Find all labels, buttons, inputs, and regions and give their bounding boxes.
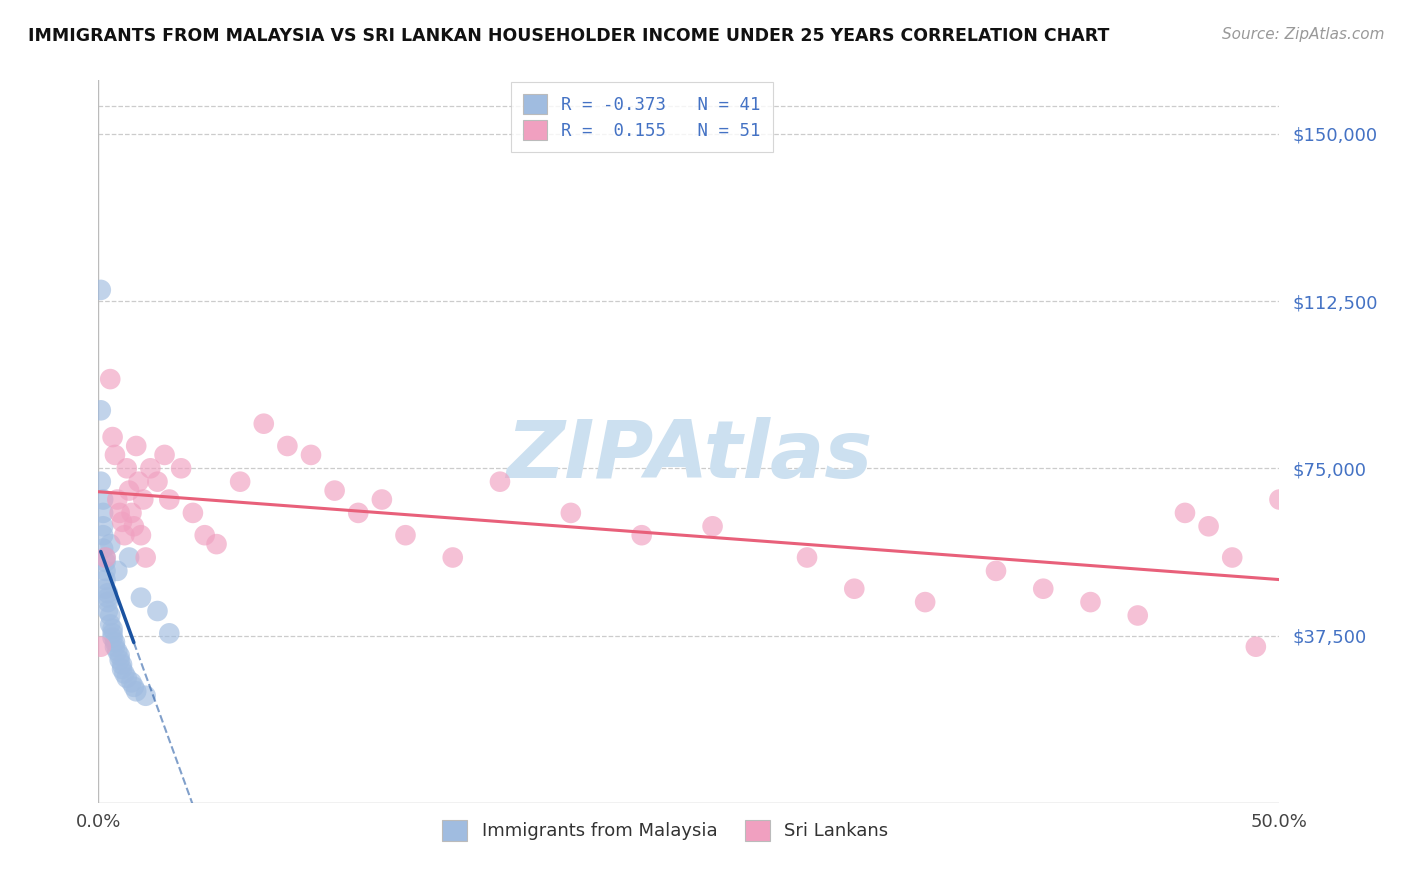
Point xyxy=(115,671,138,685)
Point xyxy=(132,492,155,507)
Point xyxy=(104,635,127,649)
Point xyxy=(111,657,134,672)
Point xyxy=(205,537,228,551)
Point xyxy=(125,439,148,453)
Point xyxy=(97,604,120,618)
Point xyxy=(153,448,176,462)
Point xyxy=(135,689,157,703)
Point xyxy=(112,528,135,542)
Point xyxy=(115,461,138,475)
Point xyxy=(194,528,217,542)
Point xyxy=(97,595,120,609)
Point xyxy=(108,653,131,667)
Point xyxy=(299,448,322,462)
Point xyxy=(104,448,127,462)
Point xyxy=(1126,608,1149,623)
Point xyxy=(170,461,193,475)
Point xyxy=(441,550,464,565)
Point xyxy=(101,626,124,640)
Point xyxy=(139,461,162,475)
Point xyxy=(97,591,120,605)
Point xyxy=(108,648,131,663)
Text: Source: ZipAtlas.com: Source: ZipAtlas.com xyxy=(1222,27,1385,42)
Point xyxy=(122,519,145,533)
Legend: Immigrants from Malaysia, Sri Lankans: Immigrants from Malaysia, Sri Lankans xyxy=(434,813,896,848)
Point xyxy=(146,475,169,489)
Point xyxy=(111,662,134,676)
Point xyxy=(984,564,1007,578)
Point xyxy=(90,640,112,654)
Point xyxy=(97,586,120,600)
Point xyxy=(157,626,180,640)
Point xyxy=(90,475,112,489)
Point xyxy=(181,506,204,520)
Point xyxy=(276,439,298,453)
Point xyxy=(1032,582,1054,596)
Point xyxy=(128,475,150,489)
Point xyxy=(101,430,124,444)
Point xyxy=(118,483,141,498)
Point xyxy=(101,622,124,636)
Point xyxy=(371,492,394,507)
Point xyxy=(94,555,117,569)
Point xyxy=(94,582,117,596)
Point xyxy=(105,492,128,507)
Point xyxy=(111,515,134,529)
Point xyxy=(125,684,148,698)
Point xyxy=(1220,550,1243,565)
Point xyxy=(94,573,117,587)
Point xyxy=(94,550,117,565)
Point xyxy=(98,608,121,623)
Point xyxy=(702,519,724,533)
Point xyxy=(347,506,370,520)
Point xyxy=(489,475,512,489)
Point xyxy=(94,564,117,578)
Point xyxy=(91,492,114,507)
Point xyxy=(121,675,143,690)
Point xyxy=(844,582,866,596)
Point xyxy=(146,604,169,618)
Point xyxy=(1198,519,1220,533)
Text: IMMIGRANTS FROM MALAYSIA VS SRI LANKAN HOUSEHOLDER INCOME UNDER 25 YEARS CORRELA: IMMIGRANTS FROM MALAYSIA VS SRI LANKAN H… xyxy=(28,27,1109,45)
Point xyxy=(91,541,114,556)
Point xyxy=(118,550,141,565)
Point xyxy=(91,528,114,542)
Point xyxy=(229,475,252,489)
Point xyxy=(101,631,124,645)
Point xyxy=(796,550,818,565)
Point xyxy=(560,506,582,520)
Point xyxy=(94,550,117,565)
Point xyxy=(91,506,114,520)
Point xyxy=(394,528,416,542)
Text: ZIPAtlas: ZIPAtlas xyxy=(506,417,872,495)
Point xyxy=(129,591,152,605)
Point xyxy=(104,640,127,654)
Point xyxy=(90,403,112,417)
Point xyxy=(129,528,152,542)
Point xyxy=(91,519,114,533)
Point xyxy=(323,483,346,498)
Point xyxy=(135,550,157,565)
Point xyxy=(112,666,135,681)
Point xyxy=(1174,506,1197,520)
Point xyxy=(98,617,121,632)
Point xyxy=(108,506,131,520)
Point xyxy=(121,506,143,520)
Point xyxy=(105,564,128,578)
Point xyxy=(914,595,936,609)
Point xyxy=(1080,595,1102,609)
Point xyxy=(157,492,180,507)
Point xyxy=(630,528,652,542)
Point xyxy=(98,372,121,386)
Point xyxy=(90,283,112,297)
Point xyxy=(98,537,121,551)
Point xyxy=(253,417,276,431)
Point xyxy=(1244,640,1267,654)
Point xyxy=(122,680,145,694)
Point xyxy=(1268,492,1291,507)
Point xyxy=(105,644,128,658)
